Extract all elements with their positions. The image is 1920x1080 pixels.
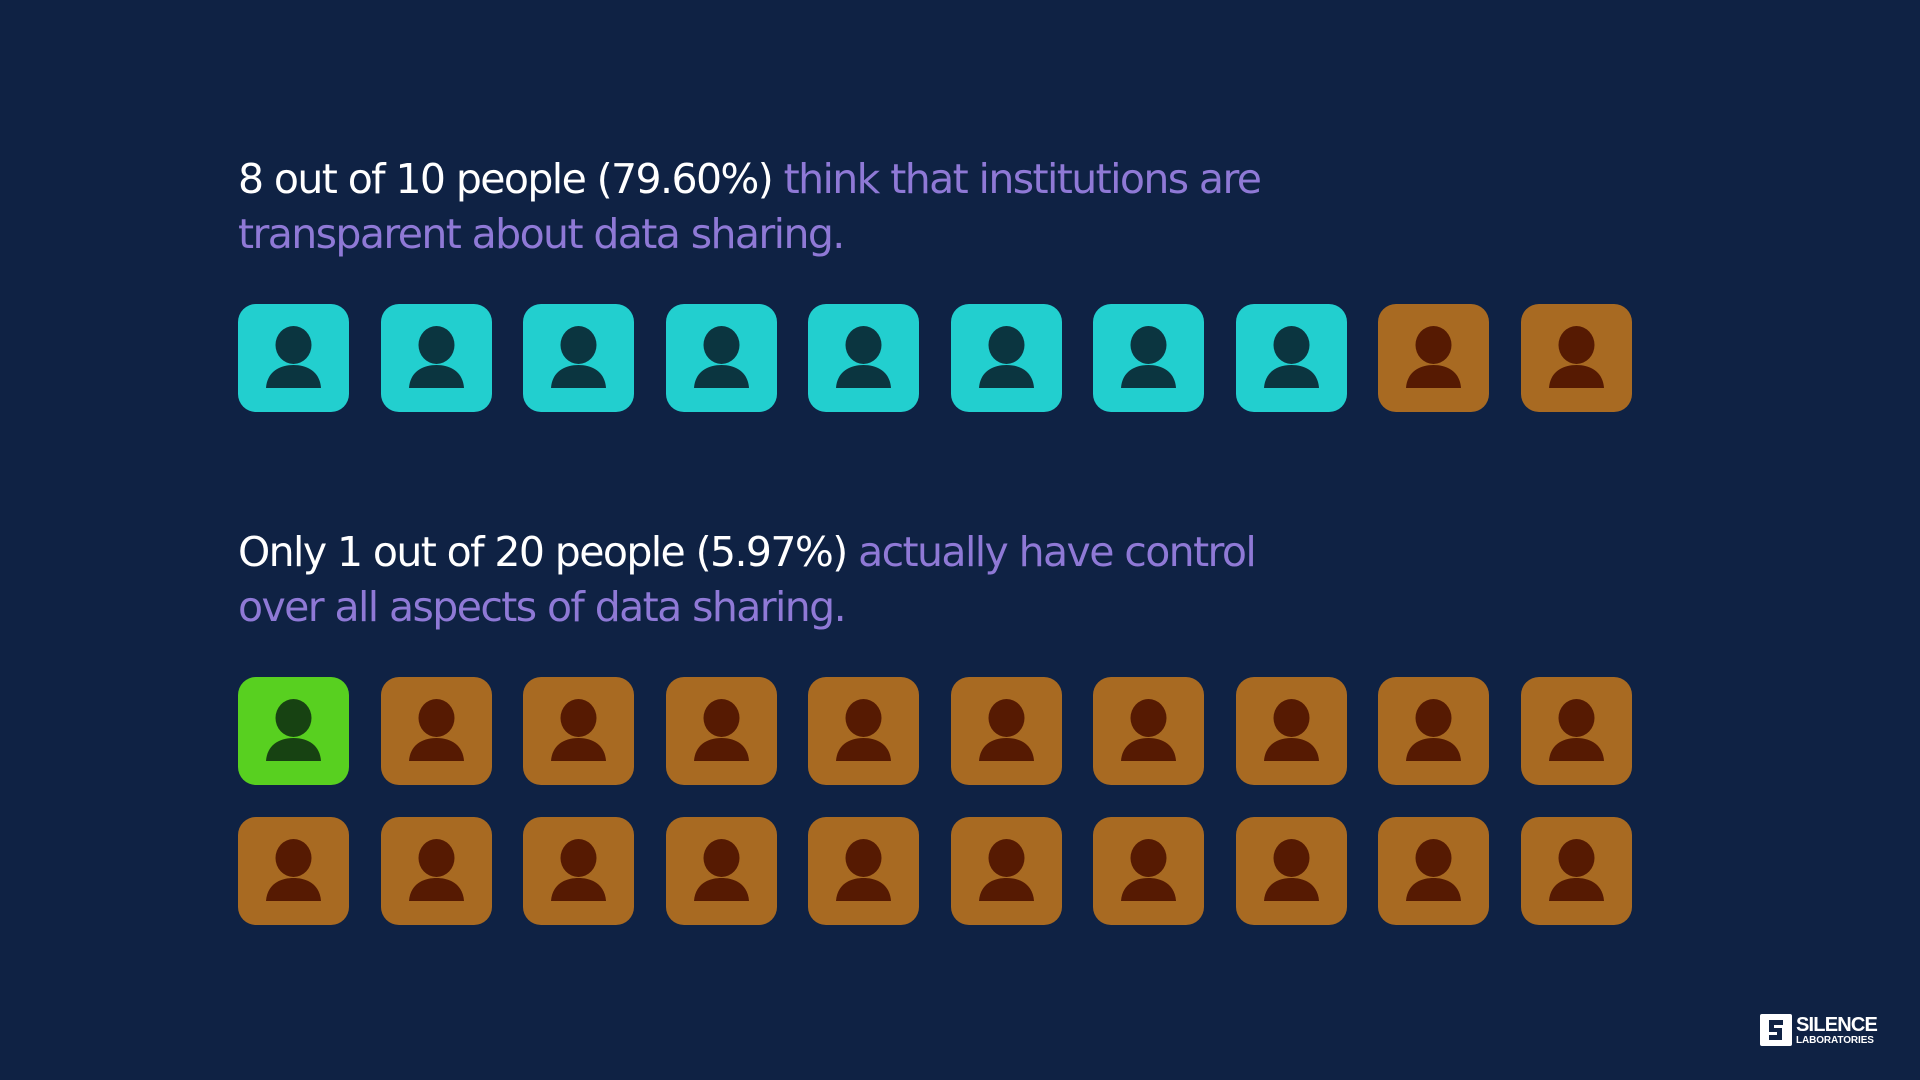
people-pictogram-grid <box>238 304 1638 564</box>
logo-line-1: SILENCE <box>1796 1013 1878 1036</box>
person-icon <box>693 839 749 901</box>
person-icon <box>978 699 1034 761</box>
person-tile-highlighted <box>1093 304 1204 412</box>
person-icon <box>1406 699 1461 761</box>
person-tile <box>665 817 777 925</box>
person-tile <box>1378 677 1489 785</box>
person-tile <box>1235 817 1347 925</box>
person-tile-highlighted <box>238 677 349 785</box>
person-tile-highlighted <box>238 304 349 412</box>
person-icon <box>551 699 606 761</box>
person-icon <box>1548 326 1604 388</box>
person-tile <box>1378 304 1489 412</box>
stat-section-control: Only 1 out of 20 people (5.97%) actually… <box>238 525 1632 925</box>
logo-mark-icon <box>1760 1014 1792 1046</box>
person-tile-highlighted <box>808 304 919 412</box>
person-tile <box>808 817 919 925</box>
person-tile <box>808 677 919 785</box>
stat-headline: 8 out of 10 people (79.60%) think that i… <box>238 152 1298 262</box>
person-icon <box>408 326 464 388</box>
person-tile <box>1520 304 1632 412</box>
person-icon <box>266 326 321 388</box>
person-icon <box>266 839 321 901</box>
person-icon <box>551 839 606 901</box>
person-icon <box>978 326 1034 388</box>
person-icon <box>1263 326 1319 388</box>
silence-laboratories-logo: SILENCE LABORATORIES <box>1760 1013 1878 1047</box>
headline-rest: actually have control over all aspects o… <box>238 528 1257 631</box>
person-icon <box>1121 326 1176 388</box>
person-icon <box>693 699 749 761</box>
person-icon <box>1406 839 1461 901</box>
person-tile-highlighted <box>950 304 1062 412</box>
person-icon <box>836 839 891 901</box>
person-icon <box>408 839 464 901</box>
person-icon <box>1263 699 1319 761</box>
person-tile <box>1093 817 1204 925</box>
person-tile <box>1235 677 1347 785</box>
person-tile-highlighted <box>1235 304 1347 412</box>
people-pictogram-grid <box>238 677 1638 937</box>
person-icon <box>1406 326 1461 388</box>
person-tile-highlighted <box>523 304 634 412</box>
person-icon <box>978 839 1034 901</box>
person-tile <box>1093 677 1204 785</box>
person-tile <box>1378 817 1489 925</box>
person-icon <box>266 699 321 761</box>
person-tile <box>380 817 492 925</box>
person-tile <box>523 817 634 925</box>
person-tile <box>523 677 634 785</box>
person-tile-highlighted <box>380 304 492 412</box>
person-icon <box>1263 839 1319 901</box>
stat-section-transparency: 8 out of 10 people (79.60%) think that i… <box>238 152 1632 412</box>
person-tile <box>1520 677 1632 785</box>
person-icon <box>836 326 891 388</box>
person-tile <box>238 817 349 925</box>
person-icon <box>1548 839 1604 901</box>
logo-text: SILENCE LABORATORIES <box>1796 1013 1878 1046</box>
person-icon <box>836 699 891 761</box>
stat-headline: Only 1 out of 20 people (5.97%) actually… <box>238 525 1298 635</box>
person-tile <box>665 677 777 785</box>
logo-line-2: LABORATORIES <box>1796 1034 1874 1046</box>
person-icon <box>1548 699 1604 761</box>
headline-lead: Only 1 out of 20 people (5.97%) <box>238 528 848 576</box>
person-tile-highlighted <box>665 304 777 412</box>
person-icon <box>1121 839 1176 901</box>
person-icon <box>693 326 749 388</box>
person-tile <box>1520 817 1632 925</box>
person-tile <box>950 817 1062 925</box>
person-icon <box>1121 699 1176 761</box>
person-icon <box>408 699 464 761</box>
person-tile <box>380 677 492 785</box>
headline-rest: think that institutions are transparent … <box>238 155 1262 258</box>
person-icon <box>551 326 606 388</box>
person-tile <box>950 677 1062 785</box>
headline-lead: 8 out of 10 people (79.60%) <box>238 155 774 203</box>
